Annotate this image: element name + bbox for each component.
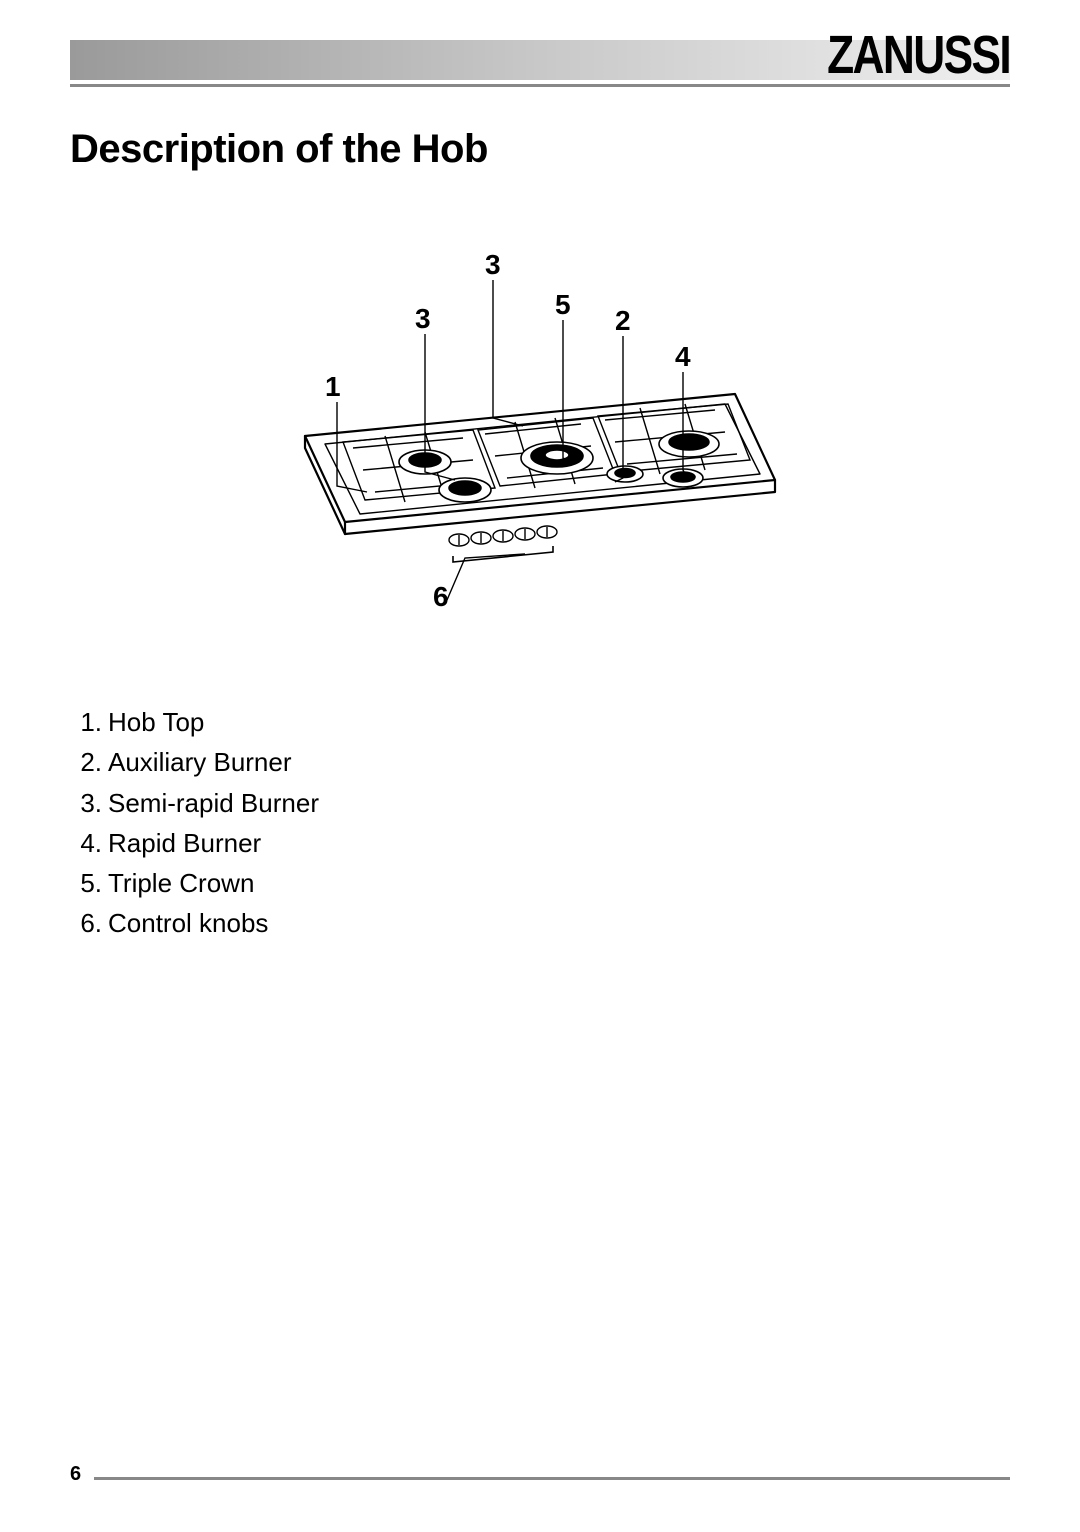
diagram-container: 1 3 3 5 2 4 6 — [70, 222, 1010, 642]
control-knobs — [449, 526, 557, 546]
diagram-callout-4: 4 — [675, 341, 691, 372]
legend-item: 2. Auxiliary Burner — [74, 742, 1010, 782]
legend-item-label: Rapid Burner — [108, 823, 261, 863]
legend-item: 3. Semi-rapid Burner — [74, 783, 1010, 823]
legend-item-number: 2. — [74, 742, 108, 782]
legend-item-label: Triple Crown — [108, 863, 254, 903]
legend-item-label: Hob Top — [108, 702, 204, 742]
hob-diagram: 1 3 3 5 2 4 6 — [215, 222, 865, 642]
footer: 6 — [70, 1458, 1010, 1482]
page-title: Description of the Hob — [70, 127, 1010, 172]
page-number: 6 — [70, 1463, 81, 1486]
diagram-callout-2: 2 — [615, 305, 631, 336]
legend-item-number: 1. — [74, 702, 108, 742]
page: ZANUSSI Description of the Hob — [0, 0, 1080, 1532]
diagram-callout-3a: 3 — [415, 303, 431, 334]
legend-item: 5. Triple Crown — [74, 863, 1010, 903]
legend-item-number: 6. — [74, 903, 108, 943]
legend-item-number: 3. — [74, 783, 108, 823]
footer-line — [94, 1477, 1010, 1480]
legend-item-number: 4. — [74, 823, 108, 863]
diagram-callout-6: 6 — [433, 581, 449, 612]
diagram-callout-1: 1 — [325, 371, 341, 402]
legend-item-number: 5. — [74, 863, 108, 903]
legend-item-label: Semi-rapid Burner — [108, 783, 319, 823]
legend-item-label: Control knobs — [108, 903, 268, 943]
legend-item: 4. Rapid Burner — [74, 823, 1010, 863]
legend-item: 1. Hob Top — [74, 702, 1010, 742]
diagram-callout-5: 5 — [555, 289, 571, 320]
legend-list: 1. Hob Top2. Auxiliary Burner3. Semi-rap… — [74, 702, 1010, 944]
legend-item-label: Auxiliary Burner — [108, 742, 292, 782]
brand-wordmark: ZANUSSI — [827, 24, 1010, 86]
diagram-callout-3b: 3 — [485, 249, 501, 280]
legend-item: 6. Control knobs — [74, 903, 1010, 943]
